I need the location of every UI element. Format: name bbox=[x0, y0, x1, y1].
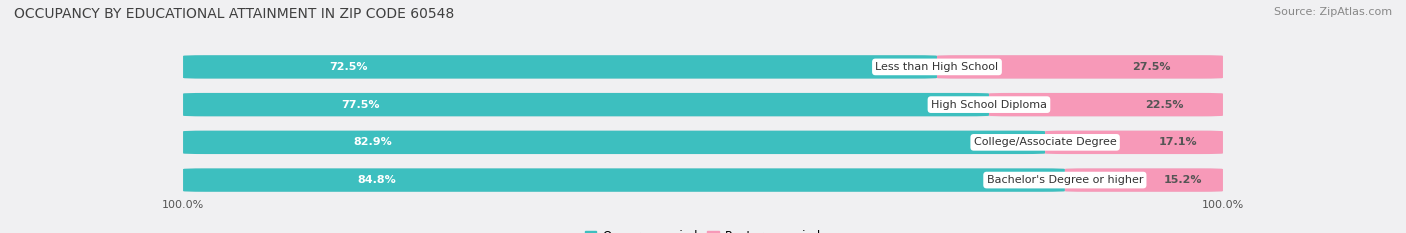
Text: 77.5%: 77.5% bbox=[342, 100, 380, 110]
FancyBboxPatch shape bbox=[183, 168, 1064, 192]
Text: College/Associate Degree: College/Associate Degree bbox=[974, 137, 1116, 147]
Legend: Owner-occupied, Renter-occupied: Owner-occupied, Renter-occupied bbox=[579, 225, 827, 233]
Text: 27.5%: 27.5% bbox=[1132, 62, 1171, 72]
Text: Less than High School: Less than High School bbox=[876, 62, 998, 72]
FancyBboxPatch shape bbox=[183, 93, 988, 116]
Text: 72.5%: 72.5% bbox=[329, 62, 368, 72]
Text: OCCUPANCY BY EDUCATIONAL ATTAINMENT IN ZIP CODE 60548: OCCUPANCY BY EDUCATIONAL ATTAINMENT IN Z… bbox=[14, 7, 454, 21]
FancyBboxPatch shape bbox=[183, 131, 1045, 154]
FancyBboxPatch shape bbox=[183, 131, 1223, 154]
Text: Source: ZipAtlas.com: Source: ZipAtlas.com bbox=[1274, 7, 1392, 17]
Text: 100.0%: 100.0% bbox=[162, 200, 204, 210]
Text: 100.0%: 100.0% bbox=[1202, 200, 1244, 210]
FancyBboxPatch shape bbox=[183, 55, 936, 79]
FancyBboxPatch shape bbox=[988, 93, 1223, 116]
Text: 82.9%: 82.9% bbox=[353, 137, 392, 147]
FancyBboxPatch shape bbox=[183, 55, 1223, 79]
Text: 17.1%: 17.1% bbox=[1159, 137, 1198, 147]
Text: 22.5%: 22.5% bbox=[1146, 100, 1184, 110]
Text: Bachelor's Degree or higher: Bachelor's Degree or higher bbox=[987, 175, 1143, 185]
Text: 15.2%: 15.2% bbox=[1164, 175, 1202, 185]
FancyBboxPatch shape bbox=[1045, 131, 1223, 154]
Text: 84.8%: 84.8% bbox=[357, 175, 396, 185]
Text: High School Diploma: High School Diploma bbox=[931, 100, 1047, 110]
FancyBboxPatch shape bbox=[183, 93, 1223, 116]
FancyBboxPatch shape bbox=[936, 55, 1223, 79]
FancyBboxPatch shape bbox=[183, 168, 1223, 192]
FancyBboxPatch shape bbox=[1064, 168, 1223, 192]
